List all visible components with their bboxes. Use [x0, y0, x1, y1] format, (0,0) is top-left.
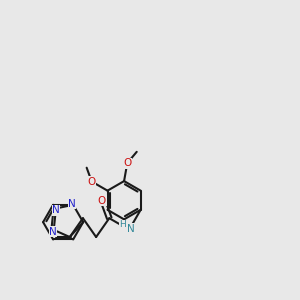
Text: N: N: [52, 206, 60, 215]
Text: N: N: [49, 227, 57, 237]
Text: O: O: [98, 196, 106, 206]
Text: N: N: [128, 224, 135, 234]
Text: N: N: [68, 199, 76, 209]
Text: H: H: [119, 220, 126, 230]
Text: O: O: [88, 176, 96, 187]
Text: O: O: [123, 158, 131, 168]
